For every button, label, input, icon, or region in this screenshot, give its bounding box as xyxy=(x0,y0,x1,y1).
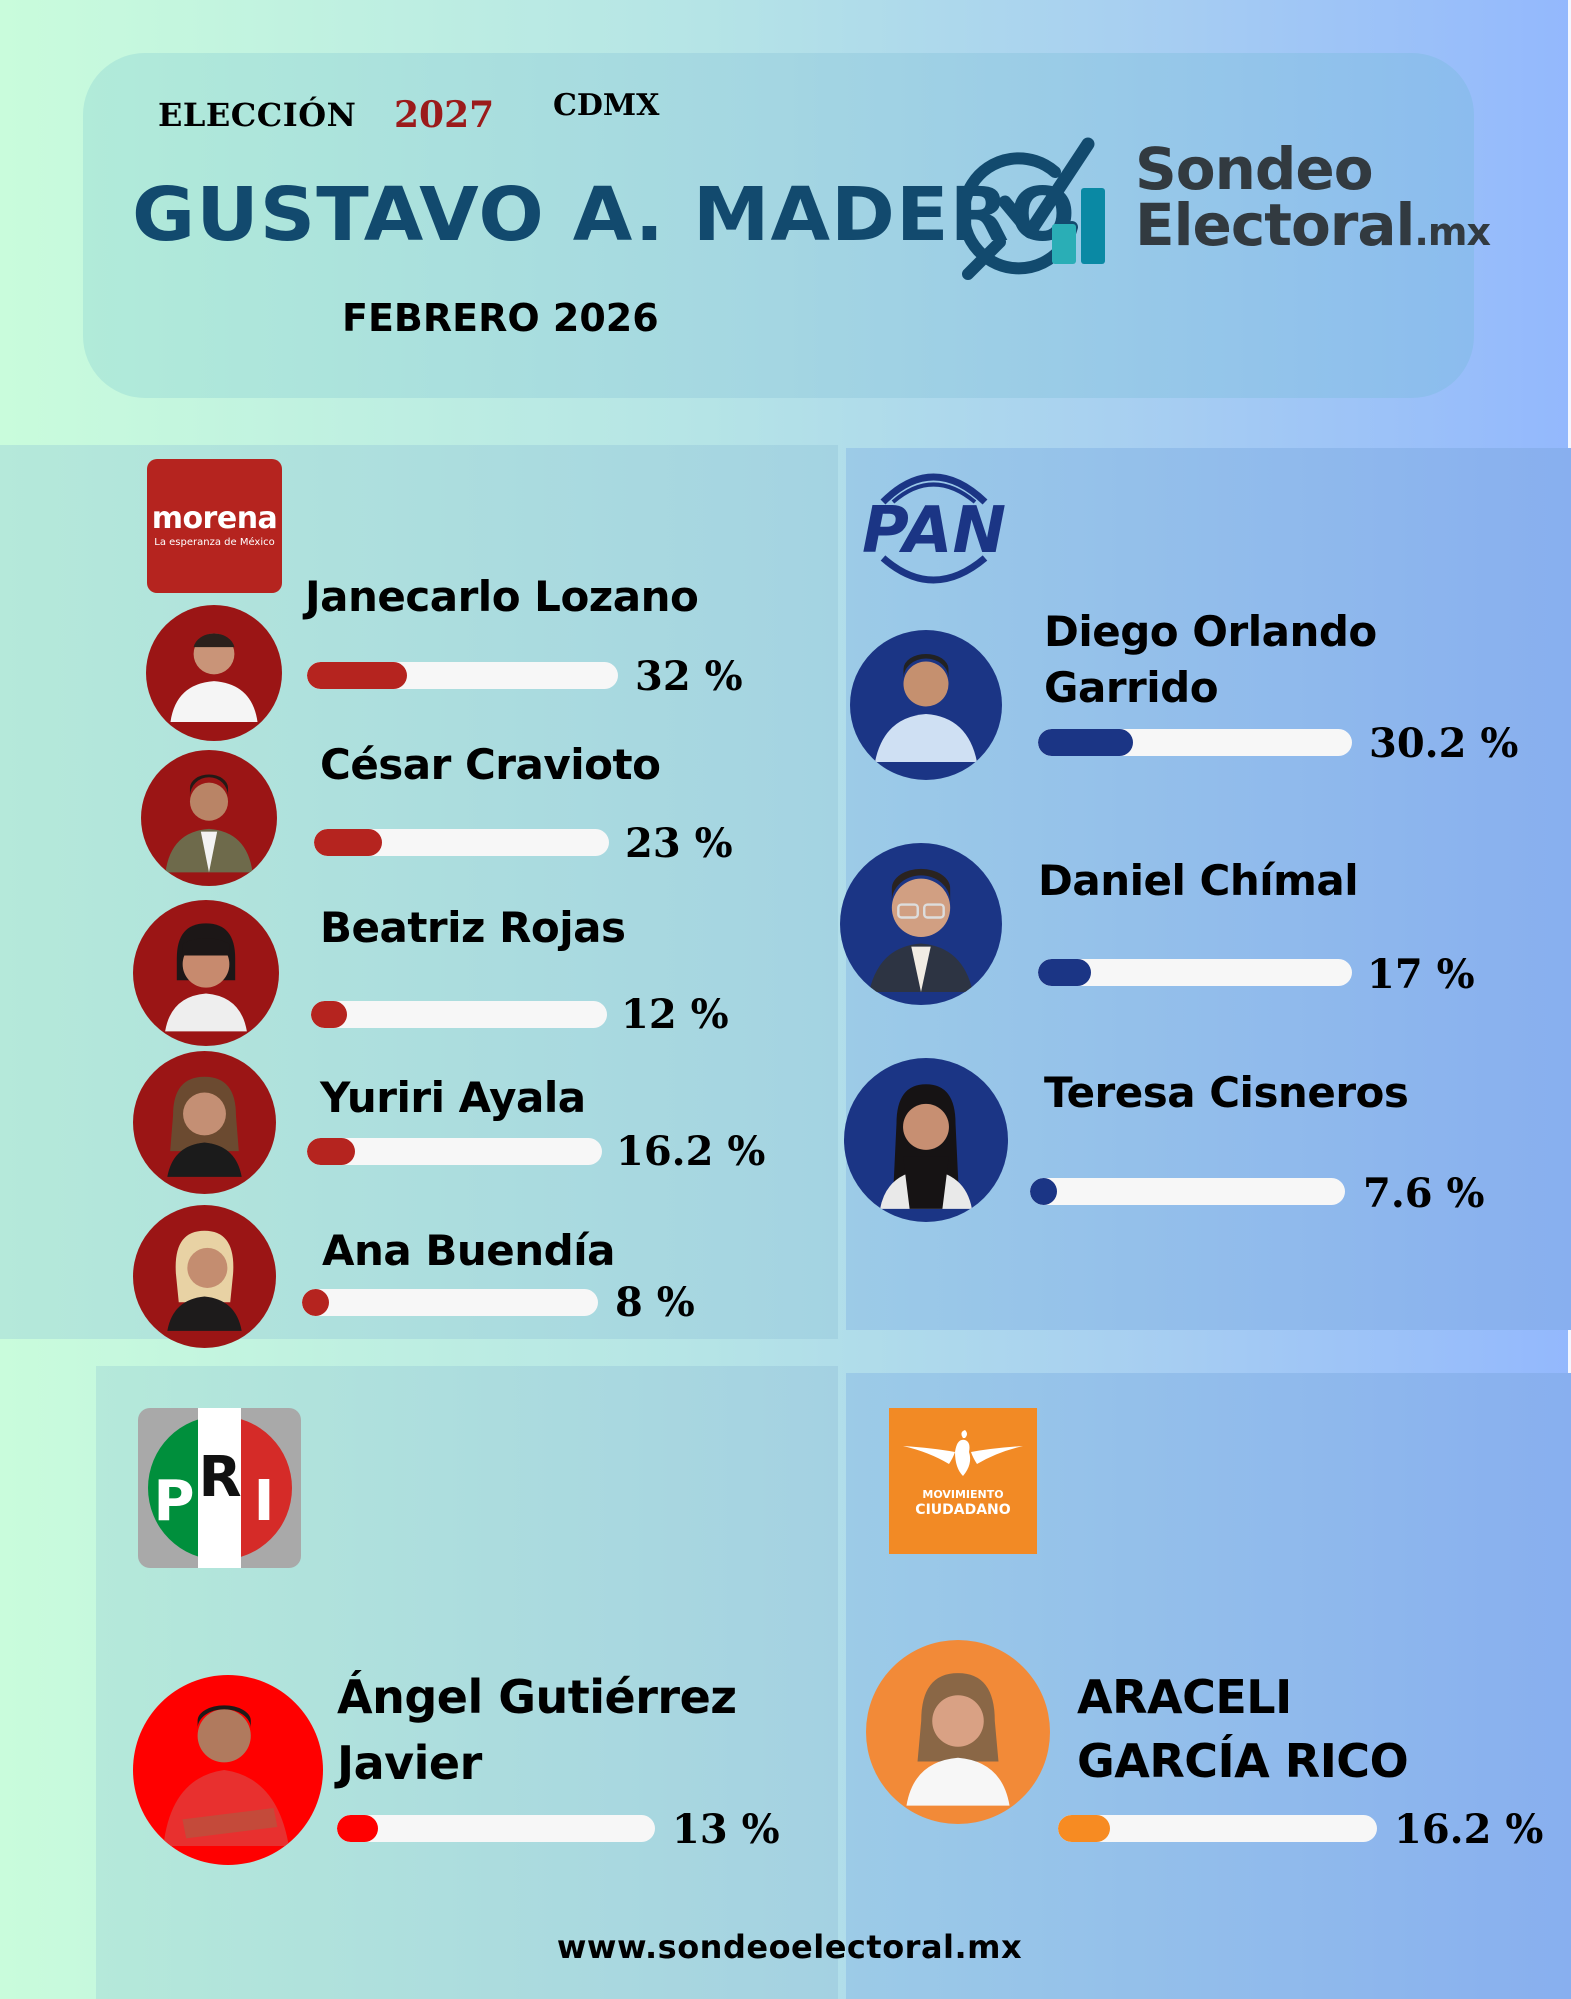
candidate-name-line1: Diego Orlando xyxy=(1044,607,1377,656)
movimiento-ciudadano-logo: MOVIMIENTO CIUDADANO xyxy=(889,1408,1037,1554)
vote-bar-fill xyxy=(311,1001,347,1028)
candidate-photo-teresa-cisneros xyxy=(844,1058,1008,1222)
vote-bar-fill xyxy=(1038,959,1092,986)
person-silhouette-icon xyxy=(167,1076,242,1177)
magnifier-check-bars-icon xyxy=(957,137,1105,280)
candidate-name-line1: Ángel Gutiérrez xyxy=(337,1670,737,1724)
person-silhouette-icon xyxy=(869,868,973,993)
brand-line2-wrap: Electoral.mx xyxy=(1135,196,1491,254)
morena-logo-tagline: La esperanza de México xyxy=(154,537,275,548)
vote-percentage: 17 % xyxy=(1367,951,1475,998)
election-label: ELECCIÓN xyxy=(158,96,357,134)
person-silhouette-icon xyxy=(170,633,258,722)
candidate-name: Daniel Chímal xyxy=(1038,856,1359,905)
vote-bar-fill xyxy=(337,1815,379,1842)
vote-bar-track xyxy=(1038,729,1352,756)
vote-percentage: 7.6 % xyxy=(1363,1170,1485,1217)
vote-percentage: 16.2 % xyxy=(616,1128,766,1175)
candidate-photo-yuriri-ayala xyxy=(133,1051,276,1194)
vote-bar-track xyxy=(337,1815,655,1842)
pan-logo-icon: PAN xyxy=(862,473,1006,584)
vote-percentage: 8 % xyxy=(615,1279,695,1326)
vote-bar-track xyxy=(1058,1815,1377,1842)
vote-bar-fill xyxy=(307,1138,355,1165)
candidate-name: Janecarlo Lozano xyxy=(305,572,699,621)
candidate-photo-diego-orlando-garrido xyxy=(850,630,1002,780)
survey-date: FEBRERO 2026 xyxy=(342,296,659,340)
vote-percentage: 13 % xyxy=(672,1806,780,1853)
person-silhouette-icon xyxy=(906,1673,1010,1806)
district-title: GUSTAVO A. MADERO xyxy=(132,172,1077,258)
vote-bar-track xyxy=(1030,1178,1345,1205)
pan-logo: PAN xyxy=(853,462,1015,590)
vote-percentage: 12 % xyxy=(621,991,729,1038)
svg-text:R: R xyxy=(198,1445,241,1510)
candidate-photo-ana-buendia xyxy=(133,1205,276,1348)
website-link[interactable]: www.sondeoelectoral.mx xyxy=(556,1928,1023,1966)
candidate-photo-janecarlo-lozano xyxy=(146,605,282,741)
morena-logo: morena La esperanza de México xyxy=(147,459,282,593)
vote-bar-fill xyxy=(307,662,407,689)
brand-line1: Sondeo xyxy=(1135,135,1374,203)
vote-bar-track xyxy=(311,1001,607,1028)
vote-percentage: 30.2 % xyxy=(1369,720,1519,767)
candidate-name: Teresa Cisneros xyxy=(1044,1068,1409,1117)
mc-logo-line1: MOVIMIENTO xyxy=(922,1488,1004,1501)
vote-bar-fill xyxy=(314,829,382,856)
eagle-icon xyxy=(903,1430,1023,1476)
candidate-name: César Cravioto xyxy=(320,740,661,789)
svg-text:I: I xyxy=(254,1469,275,1534)
vote-bar-fill xyxy=(1038,729,1133,756)
person-silhouette-icon xyxy=(165,923,247,1032)
candidate-photo-cesar-cravioto xyxy=(141,750,277,886)
person-silhouette-icon xyxy=(163,1705,289,1846)
brand-logo xyxy=(957,132,1135,282)
region-label: CDMX xyxy=(553,88,660,123)
candidate-name-line1: ARACELI xyxy=(1077,1670,1292,1724)
candidate-photo-daniel-chimal xyxy=(840,843,1002,1005)
candidate-photo-beatriz-rojas xyxy=(133,900,279,1046)
person-silhouette-icon xyxy=(165,774,253,873)
candidate-name-line2: Javier xyxy=(337,1736,482,1790)
candidate-name: Ana Buendía xyxy=(322,1226,615,1275)
svg-text:P: P xyxy=(153,1469,194,1534)
person-silhouette-icon xyxy=(880,1084,972,1209)
header-card xyxy=(83,53,1474,398)
vote-bar-track xyxy=(302,1289,598,1316)
morena-logo-text: morena xyxy=(151,501,278,536)
vote-bar-fill xyxy=(1058,1815,1110,1842)
candidate-name-line2: GARCÍA RICO xyxy=(1077,1734,1409,1788)
vote-percentage: 23 % xyxy=(625,820,733,867)
vote-bar-fill xyxy=(302,1289,329,1316)
election-year: 2027 xyxy=(394,94,495,136)
vote-percentage: 32 % xyxy=(635,653,743,700)
pri-logo: P R I xyxy=(138,1408,301,1568)
vote-bar-track xyxy=(1038,959,1352,986)
vote-percentage: 16.2 % xyxy=(1394,1806,1544,1853)
vote-bar-track xyxy=(307,662,618,689)
mc-logo-line2: CIUDADANO xyxy=(915,1502,1011,1518)
morena-panel xyxy=(0,445,838,1339)
candidate-photo-araceli-garcia-rico xyxy=(866,1640,1050,1824)
candidate-name-line2: Garrido xyxy=(1044,663,1219,712)
vote-bar-track xyxy=(314,829,609,856)
person-silhouette-icon xyxy=(167,1230,242,1331)
svg-text:PAN: PAN xyxy=(862,494,1006,568)
vote-bar-track xyxy=(307,1138,602,1165)
brand-line2: Electoral xyxy=(1135,191,1415,259)
brand-suffix: .mx xyxy=(1414,210,1491,254)
brand-wordmark: Sondeo Electoral.mx xyxy=(1135,135,1491,254)
person-silhouette-icon xyxy=(875,654,977,762)
vote-bar-fill xyxy=(1030,1178,1057,1205)
candidate-name: Beatriz Rojas xyxy=(320,903,626,952)
candidate-name: Yuriri Ayala xyxy=(320,1073,586,1122)
candidate-photo-angel-gutierrez-javier xyxy=(133,1675,323,1865)
pri-logo-icon: P R I xyxy=(148,1408,292,1568)
